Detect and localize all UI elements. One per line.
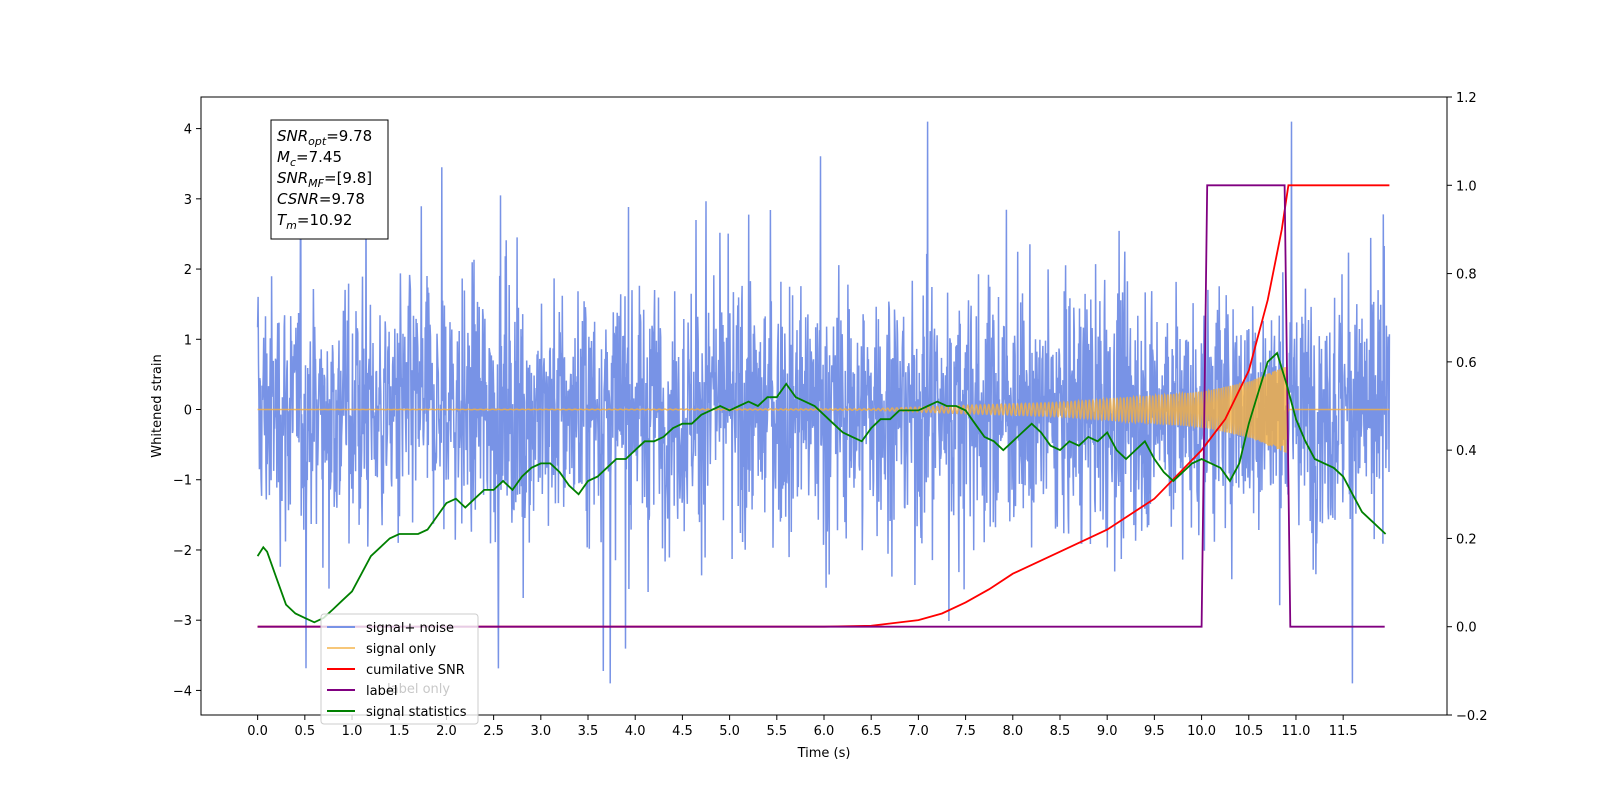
y-left-tick-label: −2: [173, 544, 192, 559]
x-tick-label: 5.5: [766, 724, 787, 739]
annotation-line: SNRopt=9.78: [277, 127, 372, 148]
series-layer: [256, 121, 1391, 684]
x-tick-label: 10.5: [1234, 724, 1263, 739]
x-tick-label: 11.0: [1281, 724, 1310, 739]
axes-layer: 0.0 0.5 1.0 1.5 2.0 2.5 3.0 3.5 4.0 4.5 5.0 5.5 6.0 6…: [150, 91, 1488, 761]
x-tick-label: 0.0: [247, 724, 268, 739]
annotation-box-frame: [270, 119, 389, 240]
legend-frame: [320, 613, 479, 725]
x-tick-label: 5.0: [719, 724, 740, 739]
x-tick-label: 1.5: [389, 724, 410, 739]
y-left-tick-label: −3: [173, 614, 192, 629]
x-tick-label: 1.0: [342, 724, 363, 739]
y-right-tick-label: 0.0: [1456, 621, 1477, 636]
x-axis-label: Time (s): [797, 746, 851, 761]
annotation-line: CSNR=9.78: [277, 190, 365, 208]
legend-hidden-label: label only: [387, 682, 450, 697]
annotation-line: SNRMF=[9.8]: [277, 169, 372, 190]
series-line-label: [257, 184, 1385, 628]
legend: label only signal+ noise signal only cumila…: [320, 613, 479, 725]
x-tick-label: 9.0: [1097, 724, 1118, 739]
y-left-tick-label: −1: [173, 474, 192, 489]
y-left-tick-label: 1: [184, 333, 192, 348]
x-tick-label: 0.5: [294, 724, 315, 739]
x-tick-label: 3.0: [530, 724, 551, 739]
y-left-tick-label: 0: [184, 404, 192, 419]
x-tick-label: 8.0: [1002, 724, 1023, 739]
x-tick-label: 2.0: [436, 724, 457, 739]
x-tick-label: 11.5: [1329, 724, 1358, 739]
x-tick-label: 6.0: [814, 724, 835, 739]
y-right-tick-label: 1.2: [1456, 91, 1477, 106]
x-tick-label: 4.5: [672, 724, 693, 739]
legend-label: signal statistics: [366, 705, 467, 720]
y-left-tick-label: 3: [184, 193, 192, 208]
x-tick-label: 8.5: [1050, 724, 1071, 739]
legend-label: cumilative SNR: [366, 663, 465, 678]
y-right-tick-label: 0.6: [1456, 356, 1477, 371]
series-line-signal-only: [257, 367, 1390, 453]
series-line-signal-noise: [256, 121, 1391, 684]
annotation-line: Mc=7.45: [277, 148, 342, 169]
x-tick-label: 10.0: [1187, 724, 1216, 739]
x-tick-label: 6.5: [861, 724, 882, 739]
y-left-tick-label: −4: [173, 684, 192, 699]
y-left-tick-label: 4: [184, 123, 192, 138]
legend-label: signal+ noise: [366, 621, 454, 636]
legend-label: label: [366, 684, 397, 699]
y-right-tick-label: −0.2: [1456, 709, 1488, 724]
y-left-tick-label: 2: [184, 263, 192, 278]
y-right-tick-label: 0.4: [1456, 444, 1477, 459]
y-right-tick-label: 0.2: [1456, 532, 1477, 547]
annotation-line: Tm=10.92: [277, 211, 352, 232]
x-tick-label: 7.5: [955, 724, 976, 739]
y-axis-label: Whitened strain: [150, 354, 165, 457]
x-tick-label: 2.5: [483, 724, 504, 739]
x-tick-label: 4.0: [625, 724, 646, 739]
x-tick-label: 9.5: [1144, 724, 1165, 739]
y-right-tick-label: 0.8: [1456, 268, 1477, 283]
series-line-cumulative-snr: [257, 184, 1390, 628]
y-right-tick-label: 1.0: [1456, 179, 1477, 194]
x-tick-label: 3.5: [578, 724, 599, 739]
legend-label: signal only: [366, 642, 436, 657]
series-line-signal-statistics: [256, 351, 1387, 624]
x-tick-label: 7.0: [908, 724, 929, 739]
